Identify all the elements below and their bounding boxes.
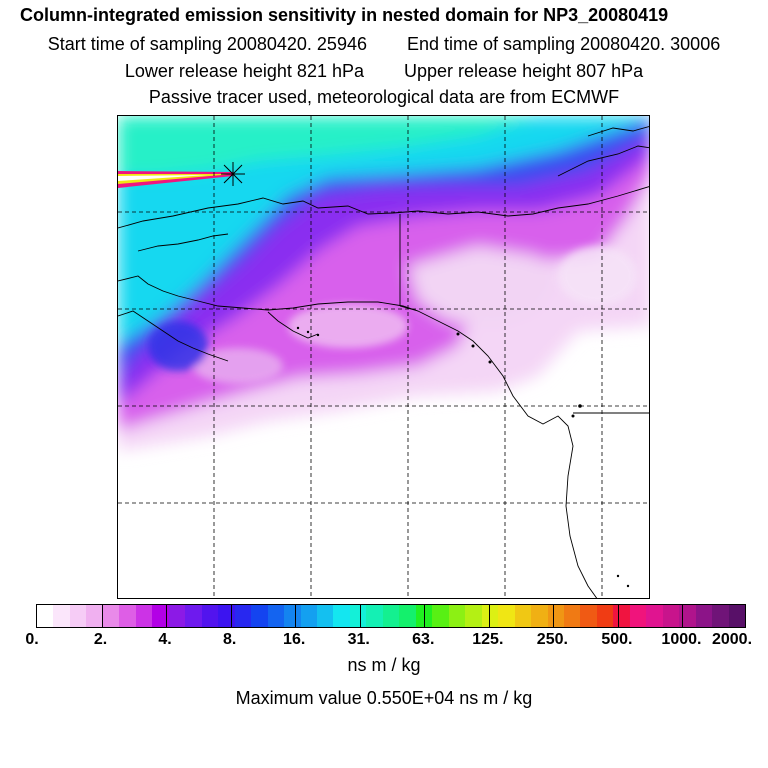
colorbar-segment — [564, 605, 581, 627]
start-time: Start time of sampling 20080420. 25946 — [47, 34, 367, 54]
colorbar-segment — [316, 605, 334, 627]
field-cyan — [118, 116, 649, 346]
colorbar-divider — [617, 605, 619, 627]
colorbar-tick-label: 1000. — [661, 631, 702, 648]
colorbar-segment — [349, 605, 367, 627]
borders — [399, 214, 649, 414]
colorbar-segment — [695, 605, 713, 627]
colorbar-segment — [580, 605, 597, 627]
colorbar-divider — [424, 605, 426, 627]
colorbar-tick-label: 8. — [222, 631, 237, 648]
field-aqua — [118, 116, 538, 176]
end-time: End time of sampling 20080420. 30006 — [406, 34, 721, 54]
upper-release-height: Upper release height 807 hPa — [404, 61, 644, 81]
colorbar-divider — [682, 605, 684, 627]
colorbar-segment — [135, 605, 153, 627]
colorbar-tick-label: 63. — [412, 631, 435, 648]
lower-release-height: Lower release height 821 hPa — [124, 61, 364, 81]
speckle-4 — [148, 321, 208, 371]
colorbar-segment — [415, 605, 433, 627]
colorbar-segment — [284, 605, 301, 627]
colorbar-divider — [166, 605, 168, 627]
colorbar-segment — [448, 605, 466, 627]
maximum-value: Maximum value 0.550E+04 ns m / kg — [235, 688, 533, 708]
colorbar-segment — [465, 605, 482, 627]
colorbar-tick-label: 16. — [283, 631, 306, 648]
speckle-3 — [558, 246, 638, 306]
colorbar-segment — [366, 605, 383, 627]
colorbar-segment — [267, 605, 285, 627]
colorbar-segment — [596, 605, 614, 627]
colorbar-divider — [359, 605, 361, 627]
sensitivity-map — [117, 115, 650, 599]
colorbar-segment — [152, 605, 169, 627]
colorbar-segment — [185, 605, 202, 627]
colorbar-segment — [119, 605, 136, 627]
colorbar-tick-label: 2. — [93, 631, 108, 648]
colorbar-segment — [531, 605, 548, 627]
colorbar-tick-label: 2000. — [711, 631, 753, 648]
colorbar-segment — [481, 605, 499, 627]
colorbar-segment — [234, 605, 252, 627]
colorbar-segment — [53, 605, 70, 627]
colorbar-segment — [102, 605, 120, 627]
release-point-marker — [221, 162, 245, 186]
speckle-1 — [288, 304, 408, 348]
field-interior-patch — [408, 246, 558, 326]
colorbar-tick-label: 125. — [472, 631, 504, 648]
colorbar-segment — [37, 605, 54, 627]
sampling-times: Start time of sampling 20080420. 25946 En… — [0, 34, 768, 55]
colorbar-segment — [251, 605, 268, 627]
colorbar-tick-label: 0. — [25, 631, 39, 648]
colorbar-divider — [230, 605, 232, 627]
colorbar-segment — [712, 605, 729, 627]
colorbar-divider — [295, 605, 297, 627]
colorbar-segment — [218, 605, 235, 627]
colorbar-segment — [399, 605, 416, 627]
colorbar-tick-label: 31. — [347, 631, 370, 648]
islands — [296, 326, 630, 588]
colorbar — [36, 604, 746, 628]
colorbar-segment — [613, 605, 630, 627]
colorbar-divider — [553, 605, 555, 627]
colorbar-segment — [69, 605, 87, 627]
colorbar-tick-label: 500. — [601, 631, 633, 648]
colorbar-segment — [382, 605, 400, 627]
colorbar-segment — [646, 605, 663, 627]
map-canvas — [118, 116, 649, 598]
colorbar-segment — [629, 605, 647, 627]
colorbar-segment — [86, 605, 103, 627]
tracer-info: Passive tracer used, meteorological data… — [148, 87, 620, 107]
colorbar-segment — [514, 605, 532, 627]
colorbar-segment — [547, 605, 564, 627]
colorbar-unit: ns m / kg — [347, 655, 421, 675]
graticule — [118, 116, 649, 598]
colorbar-segment — [498, 605, 515, 627]
colorbar-segment — [168, 605, 186, 627]
colorbar-tick-label: 250. — [536, 631, 568, 648]
colorbar-divider — [101, 605, 103, 627]
colorbar-segment — [662, 605, 680, 627]
coastlines — [118, 126, 649, 598]
colorbar-segment — [333, 605, 350, 627]
colorbar-segment — [728, 605, 746, 627]
colorbar-ticks: 0. 2. 4. 8. 16. 31. 63. 125. 250. 500. 1000. 2000. — [0, 631, 768, 651]
release-heights: Lower release height 821 hPa Upper releas… — [0, 61, 768, 82]
colorbar-segment — [300, 605, 317, 627]
colorbar-segment — [432, 605, 449, 627]
plot-title: Column-integrated emission sensitivity i… — [20, 5, 669, 25]
colorbar-tick-label: 4. — [158, 631, 172, 648]
plume-streak — [118, 171, 233, 188]
colorbar-segment — [201, 605, 219, 627]
colorbar-divider — [488, 605, 490, 627]
